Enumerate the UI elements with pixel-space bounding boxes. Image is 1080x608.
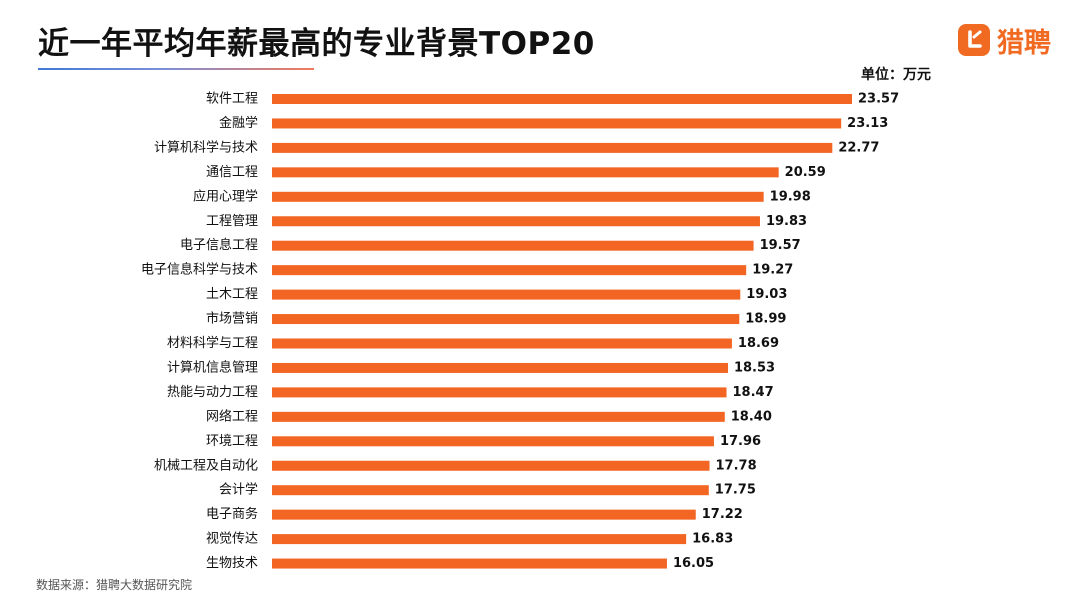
category-label: 视觉传达 bbox=[206, 532, 258, 547]
category-label: 通信工程 bbox=[206, 165, 258, 180]
value-label: 18.99 bbox=[745, 312, 786, 327]
bar bbox=[272, 289, 741, 300]
unit-label: 单位：万元 bbox=[861, 67, 931, 83]
value-label: 16.83 bbox=[692, 532, 733, 547]
data-source: 数据来源：猎聘大数据研究院 bbox=[36, 578, 193, 592]
chart-title: 近一年平均年薪最高的专业背景TOP20 bbox=[38, 26, 595, 62]
category-label: 环境工程 bbox=[206, 434, 258, 449]
bar bbox=[272, 191, 764, 202]
value-label: 19.27 bbox=[752, 263, 793, 278]
category-label: 会计学 bbox=[219, 482, 258, 498]
bar bbox=[272, 362, 728, 373]
value-label: 23.57 bbox=[858, 92, 899, 107]
category-label: 热能与动力工程 bbox=[167, 385, 258, 400]
category-label: 土木工程 bbox=[206, 287, 258, 302]
category-label: 网络工程 bbox=[206, 408, 258, 424]
category-label: 应用心理学 bbox=[193, 188, 258, 204]
category-label: 材料科学与工程 bbox=[167, 335, 258, 351]
value-label: 17.22 bbox=[702, 507, 743, 522]
liepin-logo-icon bbox=[958, 24, 990, 56]
bar bbox=[272, 485, 709, 496]
value-label: 19.98 bbox=[770, 189, 811, 204]
category-label: 机械工程及自动化 bbox=[154, 458, 258, 473]
title-underline bbox=[38, 68, 314, 70]
value-label: 19.03 bbox=[746, 287, 787, 302]
value-label: 19.83 bbox=[766, 214, 807, 229]
bar bbox=[272, 509, 696, 520]
bar bbox=[272, 265, 747, 276]
category-label: 金融学 bbox=[219, 115, 258, 131]
category-label: 电子信息科学与技术 bbox=[141, 262, 258, 278]
bar bbox=[272, 338, 732, 349]
bar bbox=[272, 118, 842, 129]
value-label: 17.78 bbox=[716, 458, 757, 473]
value-label: 22.77 bbox=[838, 140, 879, 155]
value-label: 17.96 bbox=[720, 434, 761, 449]
value-label: 16.05 bbox=[673, 556, 714, 571]
category-label: 生物技术 bbox=[206, 556, 258, 571]
category-label: 电子信息工程 bbox=[180, 237, 258, 253]
category-label: 计算机科学与技术 bbox=[154, 139, 258, 155]
category-label: 软件工程 bbox=[206, 92, 258, 107]
value-label: 18.47 bbox=[733, 385, 774, 400]
bar bbox=[272, 216, 760, 227]
value-label: 19.57 bbox=[760, 238, 801, 253]
value-label: 20.59 bbox=[785, 165, 826, 180]
bar bbox=[272, 167, 779, 178]
bar bbox=[272, 411, 725, 422]
value-label: 18.40 bbox=[731, 409, 772, 424]
value-label: 23.13 bbox=[847, 116, 888, 131]
category-label: 计算机信息管理 bbox=[167, 359, 258, 375]
bar bbox=[272, 142, 833, 153]
bar bbox=[272, 460, 710, 471]
liepin-logo: 猎聘 bbox=[958, 22, 1051, 59]
category-label: 电子商务 bbox=[206, 506, 258, 522]
value-label: 18.53 bbox=[734, 360, 775, 375]
value-label: 18.69 bbox=[738, 336, 779, 351]
bar bbox=[272, 94, 852, 104]
bar bbox=[272, 558, 667, 569]
category-label: 工程管理 bbox=[206, 214, 258, 229]
bar bbox=[272, 314, 740, 325]
bar bbox=[272, 387, 727, 398]
category-label: 市场营销 bbox=[206, 311, 258, 327]
value-label: 17.75 bbox=[715, 483, 756, 498]
bar bbox=[272, 240, 754, 251]
logo-text: 猎聘 bbox=[997, 27, 1051, 59]
bar bbox=[272, 436, 714, 447]
bar bbox=[272, 534, 687, 545]
